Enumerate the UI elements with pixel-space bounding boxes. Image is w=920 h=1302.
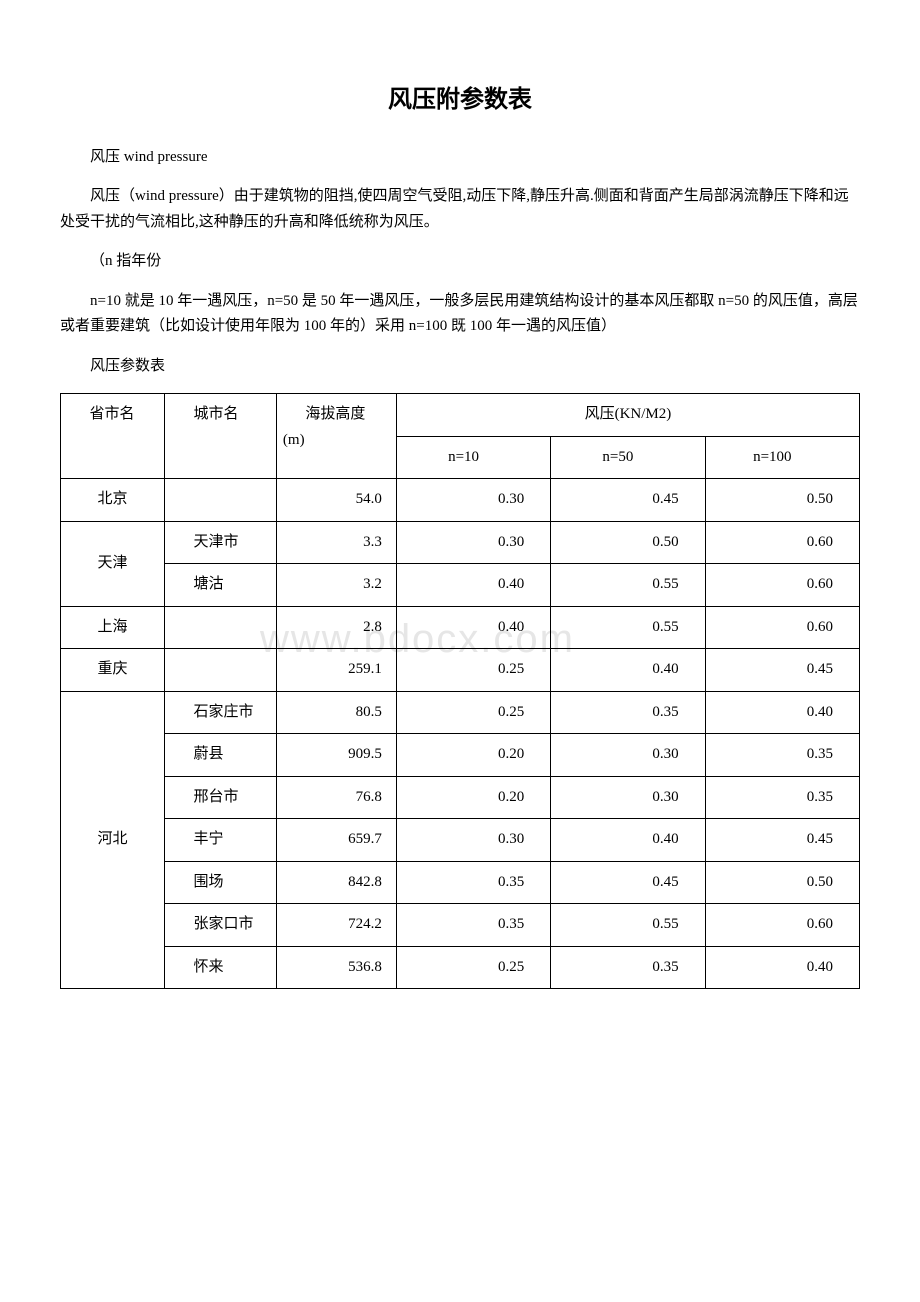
cell-n100: 0.60 xyxy=(705,606,859,649)
table-row: 怀来 536.8 0.25 0.35 0.40 xyxy=(61,946,860,989)
cell-n10: 0.40 xyxy=(396,606,550,649)
cell-n10: 0.35 xyxy=(396,861,550,904)
table-row: 邢台市 76.8 0.20 0.30 0.35 xyxy=(61,776,860,819)
table-row: 丰宁 659.7 0.30 0.40 0.45 xyxy=(61,819,860,862)
cell-n100: 0.35 xyxy=(705,776,859,819)
cell-alt: 659.7 xyxy=(276,819,396,862)
cell-alt: 909.5 xyxy=(276,734,396,777)
cell-n10: 0.35 xyxy=(396,904,550,947)
cell-alt: 76.8 xyxy=(276,776,396,819)
paragraph-term: 风压 wind pressure xyxy=(60,145,860,171)
table-row: 上海 2.8 0.40 0.55 0.60 xyxy=(61,606,860,649)
cell-alt: 3.2 xyxy=(276,564,396,607)
cell-province: 上海 xyxy=(61,606,165,649)
cell-province: 北京 xyxy=(61,479,165,522)
table-row: 张家口市 724.2 0.35 0.55 0.60 xyxy=(61,904,860,947)
cell-city: 张家口市 xyxy=(164,904,276,947)
cell-n100: 0.60 xyxy=(705,521,859,564)
cell-n100: 0.50 xyxy=(705,861,859,904)
cell-n100: 0.50 xyxy=(705,479,859,522)
page-title: 风压附参数表 xyxy=(60,80,860,121)
cell-n10: 0.30 xyxy=(396,479,550,522)
cell-n50: 0.30 xyxy=(551,776,705,819)
paragraph-definition: 风压（wind pressure）由于建筑物的阻挡,使四周空气受阻,动压下降,静… xyxy=(60,184,860,235)
cell-n50: 0.55 xyxy=(551,904,705,947)
cell-n50: 0.45 xyxy=(551,861,705,904)
cell-n100: 0.35 xyxy=(705,734,859,777)
header-n10: n=10 xyxy=(396,436,550,479)
cell-province: 河北 xyxy=(61,691,165,989)
cell-n10: 0.30 xyxy=(396,521,550,564)
paragraph-table-caption: 风压参数表 xyxy=(60,354,860,380)
cell-alt: 259.1 xyxy=(276,649,396,692)
cell-n100: 0.40 xyxy=(705,946,859,989)
cell-alt: 536.8 xyxy=(276,946,396,989)
cell-city: 丰宁 xyxy=(164,819,276,862)
cell-city xyxy=(164,606,276,649)
table-row: 塘沽 3.2 0.40 0.55 0.60 xyxy=(61,564,860,607)
cell-n100: 0.40 xyxy=(705,691,859,734)
header-windpressure: 风压(KN/M2) xyxy=(396,394,859,437)
cell-alt: 724.2 xyxy=(276,904,396,947)
header-n100: n=100 xyxy=(705,436,859,479)
paragraph-n-explain: n=10 就是 10 年一遇风压，n=50 是 50 年一遇风压，一般多层民用建… xyxy=(60,289,860,340)
cell-n10: 0.25 xyxy=(396,691,550,734)
cell-n100: 0.60 xyxy=(705,904,859,947)
cell-n50: 0.55 xyxy=(551,606,705,649)
cell-n10: 0.30 xyxy=(396,819,550,862)
cell-city: 石家庄市 xyxy=(164,691,276,734)
header-n50: n=50 xyxy=(551,436,705,479)
cell-alt: 3.3 xyxy=(276,521,396,564)
table-row: 重庆 259.1 0.25 0.40 0.45 xyxy=(61,649,860,692)
cell-n50: 0.55 xyxy=(551,564,705,607)
cell-city: 蔚县 xyxy=(164,734,276,777)
cell-n50: 0.40 xyxy=(551,649,705,692)
cell-province: 重庆 xyxy=(61,649,165,692)
header-altitude: 海拔高度(m) xyxy=(276,394,396,479)
cell-n50: 0.35 xyxy=(551,691,705,734)
cell-alt: 54.0 xyxy=(276,479,396,522)
cell-city: 怀来 xyxy=(164,946,276,989)
wind-pressure-table: 省市名 城市名 海拔高度(m) 风压(KN/M2) n=10 n=50 n=10… xyxy=(60,393,860,989)
cell-n100: 0.60 xyxy=(705,564,859,607)
cell-n10: 0.25 xyxy=(396,946,550,989)
paragraph-n-intro: （n 指年份 xyxy=(60,249,860,275)
cell-city xyxy=(164,649,276,692)
cell-n50: 0.45 xyxy=(551,479,705,522)
cell-alt: 842.8 xyxy=(276,861,396,904)
cell-n50: 0.40 xyxy=(551,819,705,862)
cell-n100: 0.45 xyxy=(705,819,859,862)
table-row: 北京 54.0 0.30 0.45 0.50 xyxy=(61,479,860,522)
cell-alt: 2.8 xyxy=(276,606,396,649)
cell-n10: 0.20 xyxy=(396,734,550,777)
header-city: 城市名 xyxy=(164,394,276,479)
cell-city: 塘沽 xyxy=(164,564,276,607)
cell-province: 天津 xyxy=(61,521,165,606)
cell-city xyxy=(164,479,276,522)
cell-n50: 0.35 xyxy=(551,946,705,989)
cell-city: 围场 xyxy=(164,861,276,904)
cell-n50: 0.50 xyxy=(551,521,705,564)
table-header-row-1: 省市名 城市名 海拔高度(m) 风压(KN/M2) xyxy=(61,394,860,437)
header-province: 省市名 xyxy=(61,394,165,479)
cell-n100: 0.45 xyxy=(705,649,859,692)
cell-n50: 0.30 xyxy=(551,734,705,777)
table-row: 河北 石家庄市 80.5 0.25 0.35 0.40 xyxy=(61,691,860,734)
table-row: 天津 天津市 3.3 0.30 0.50 0.60 xyxy=(61,521,860,564)
cell-alt: 80.5 xyxy=(276,691,396,734)
cell-n10: 0.25 xyxy=(396,649,550,692)
table-row: 围场 842.8 0.35 0.45 0.50 xyxy=(61,861,860,904)
cell-n10: 0.40 xyxy=(396,564,550,607)
cell-city: 邢台市 xyxy=(164,776,276,819)
cell-city: 天津市 xyxy=(164,521,276,564)
cell-n10: 0.20 xyxy=(396,776,550,819)
table-row: 蔚县 909.5 0.20 0.30 0.35 xyxy=(61,734,860,777)
